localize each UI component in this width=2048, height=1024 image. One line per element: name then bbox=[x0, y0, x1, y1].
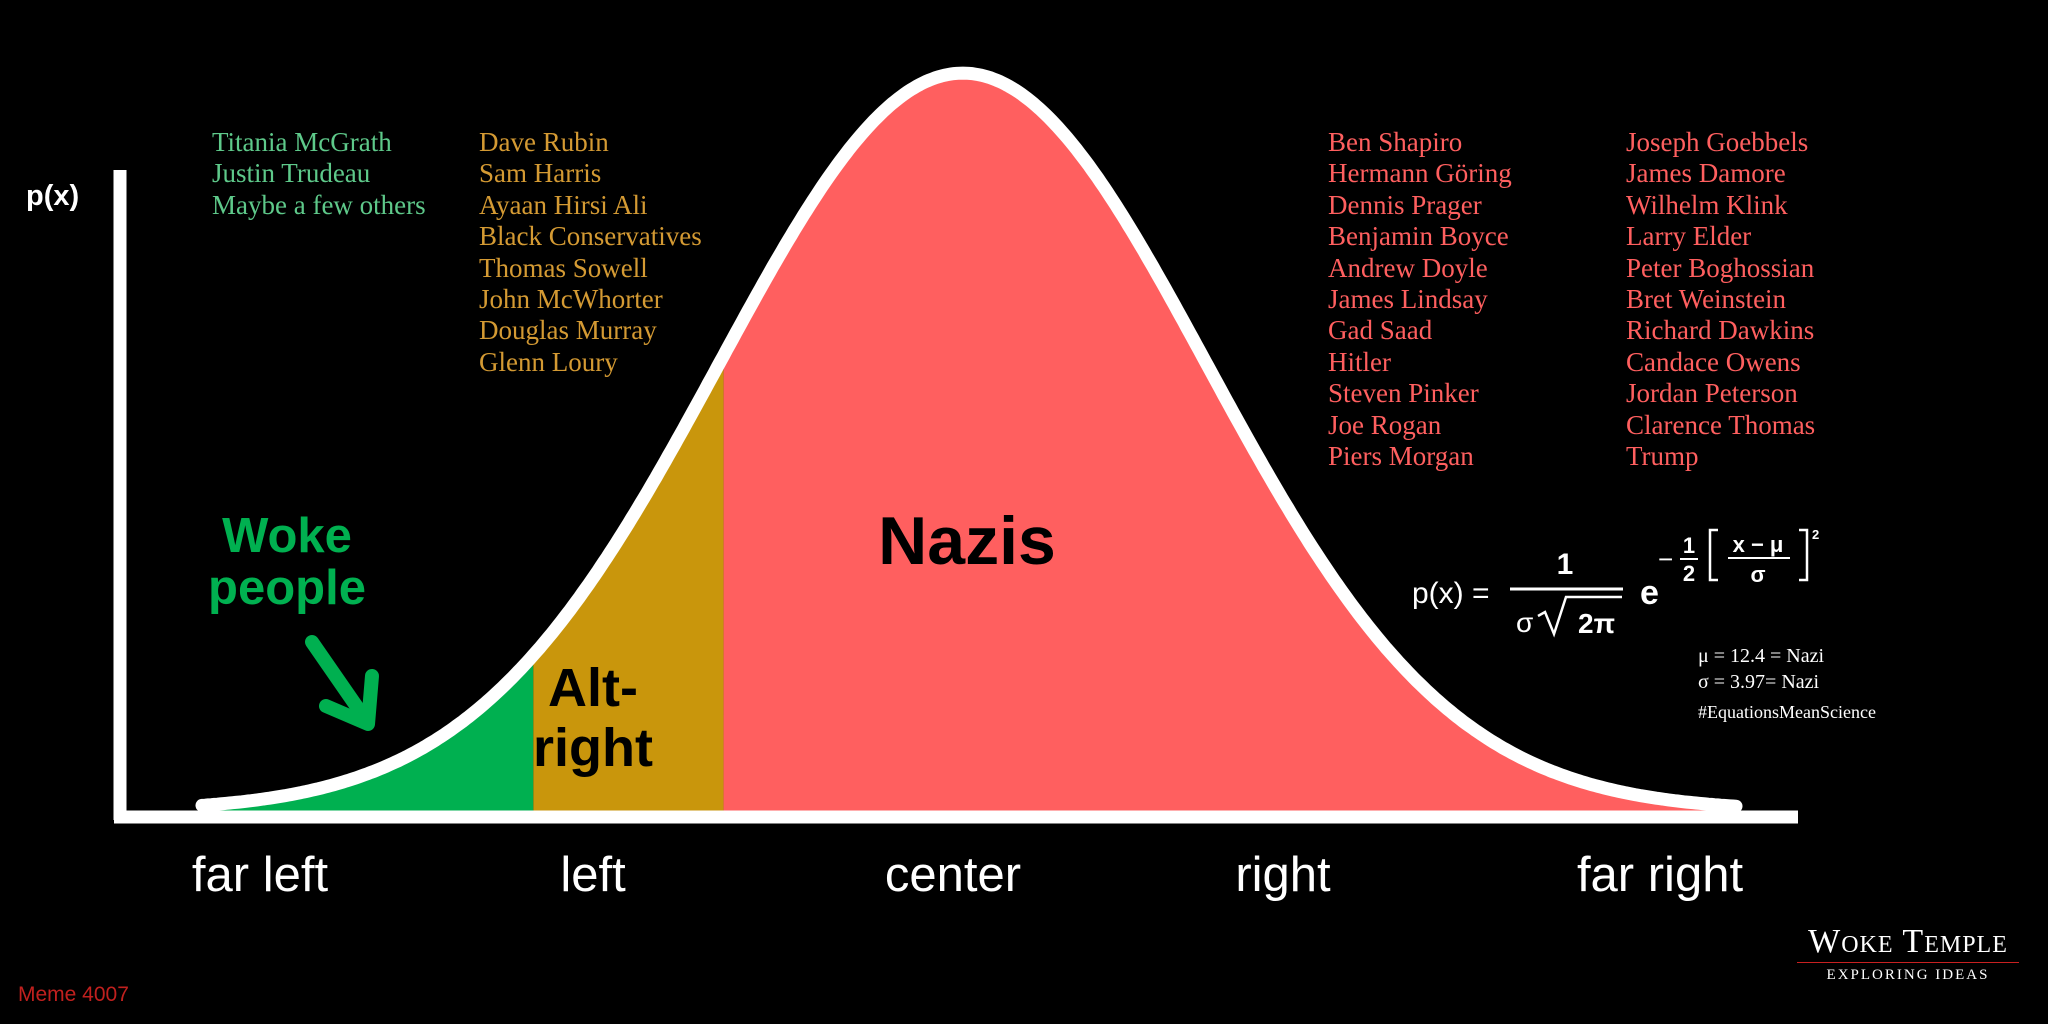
name-list-item: Dennis Prager bbox=[1328, 189, 1482, 220]
hashtag: #EquationsMeanScience bbox=[1698, 702, 1876, 722]
name-list-item: Sam Harris bbox=[479, 158, 602, 189]
name-list-item: Richard Dawkins bbox=[1626, 315, 1815, 346]
x-tick-label: far right bbox=[1577, 848, 1744, 902]
name-list-item: Joe Rogan bbox=[1328, 409, 1442, 440]
name-list-item: Hitler bbox=[1328, 346, 1391, 377]
name-list-item: Trump bbox=[1626, 441, 1699, 472]
name-list-item: Justin Trudeau bbox=[212, 158, 371, 189]
svg-text:2π: 2π bbox=[1578, 608, 1615, 639]
woke-label-line1: Woke bbox=[222, 509, 352, 563]
name-list-item: Glenn Loury bbox=[479, 346, 618, 377]
name-list-item: Douglas Murray bbox=[479, 315, 657, 346]
region-nazis bbox=[723, 73, 1736, 812]
y-axis-label: p(x) bbox=[26, 180, 79, 212]
svg-text:σ: σ bbox=[1750, 562, 1765, 587]
meme-id: Meme 4007 bbox=[18, 983, 129, 1006]
name-list-item: James Lindsay bbox=[1328, 284, 1488, 315]
equation-parameters: μ = 12.4 = Nazi σ = 3.97= Nazi #Equation… bbox=[1698, 643, 1876, 725]
brand-tagline: EXPLORING IDEAS bbox=[1826, 967, 1990, 983]
region-woke-people bbox=[202, 655, 534, 811]
woke-temple-logo: Woke Temple EXPLORING IDEAS bbox=[1797, 924, 2019, 984]
name-list-item: Maybe a few others bbox=[212, 189, 426, 220]
name-list-item: Hermann Göring bbox=[1328, 158, 1512, 189]
bell-curve-line bbox=[195, 66, 1743, 813]
name-list-item: Andrew Doyle bbox=[1328, 252, 1488, 283]
nazis-names-list-1: Ben Shapiro Hermann Göring Dennis Prager Be… bbox=[1328, 127, 1512, 472]
sigma-value: σ = 3.97= Nazi bbox=[1698, 671, 1820, 693]
name-list-item: Gad Saad bbox=[1328, 315, 1433, 346]
svg-text:σ: σ bbox=[1516, 607, 1533, 638]
svg-text:p(x) =: p(x) = bbox=[1412, 577, 1490, 610]
name-list-item: Benjamin Boyce bbox=[1328, 221, 1509, 252]
x-tick-label: center bbox=[885, 848, 1021, 902]
name-list-item: John McWhorter bbox=[479, 284, 663, 315]
altright-label-line1: Alt- bbox=[548, 658, 638, 718]
name-list-item: Candace Owens bbox=[1626, 346, 1801, 377]
nazis-label: Nazis bbox=[878, 503, 1056, 579]
x-tick-labels: far left left center right far right bbox=[192, 848, 1744, 902]
name-list-item: Black Conservatives bbox=[479, 221, 702, 252]
curve-regions bbox=[202, 73, 1736, 812]
name-list-item: Jordan Peterson bbox=[1626, 378, 1798, 409]
svg-text:1: 1 bbox=[1557, 548, 1574, 581]
name-list-item: Steven Pinker bbox=[1328, 378, 1479, 409]
x-tick-label: right bbox=[1235, 848, 1331, 902]
svg-text:2: 2 bbox=[1683, 561, 1695, 586]
name-list-item: Peter Boghossian bbox=[1626, 252, 1815, 283]
name-list-item: Piers Morgan bbox=[1328, 441, 1474, 472]
nazis-names-list-2: Joseph Goebbels James Damore Wilhelm Klink… bbox=[1626, 127, 1815, 472]
name-list-item: Dave Rubin bbox=[479, 127, 609, 157]
brand-divider bbox=[1797, 962, 2019, 963]
name-list-item: Joseph Goebbels bbox=[1626, 127, 1809, 157]
woke-label-line2: people bbox=[208, 561, 366, 615]
svg-text:−: − bbox=[1658, 544, 1673, 574]
svg-text:x − μ: x − μ bbox=[1733, 532, 1784, 557]
mu-value: μ = 12.4 = Nazi bbox=[1698, 645, 1825, 667]
name-list-item: Clarence Thomas bbox=[1626, 409, 1816, 440]
name-list-item: Ayaan Hirsi Ali bbox=[479, 189, 648, 220]
name-list-item: Thomas Sowell bbox=[479, 252, 648, 283]
altright-names-list: Dave Rubin Sam Harris Ayaan Hirsi Ali Black… bbox=[479, 127, 702, 378]
x-tick-label: left bbox=[560, 848, 626, 902]
region-alt-right bbox=[533, 355, 724, 811]
x-tick-label: far left bbox=[192, 848, 329, 902]
name-list-item: Ben Shapiro bbox=[1328, 127, 1463, 157]
svg-text:e: e bbox=[1640, 574, 1659, 612]
woke-names-list: Titania McGrath Justin Trudeau Maybe a few… bbox=[212, 127, 426, 221]
svg-text:2: 2 bbox=[1812, 527, 1819, 542]
name-list-item: Titania McGrath bbox=[212, 127, 392, 157]
name-list-item: Larry Elder bbox=[1626, 221, 1752, 252]
normal-distribution-equation: p(x) = 1 σ 2π e − 1 2 x − μ σ 2 bbox=[1412, 527, 1819, 639]
svg-text:1: 1 bbox=[1683, 533, 1695, 558]
woke-arrow-icon bbox=[305, 635, 379, 731]
altright-label-line2: right bbox=[533, 718, 653, 778]
brand-name: Woke Temple bbox=[1808, 923, 2008, 960]
name-list-item: Bret Weinstein bbox=[1626, 284, 1787, 315]
name-list-item: Wilhelm Klink bbox=[1626, 189, 1788, 220]
name-list-item: James Damore bbox=[1626, 158, 1786, 189]
